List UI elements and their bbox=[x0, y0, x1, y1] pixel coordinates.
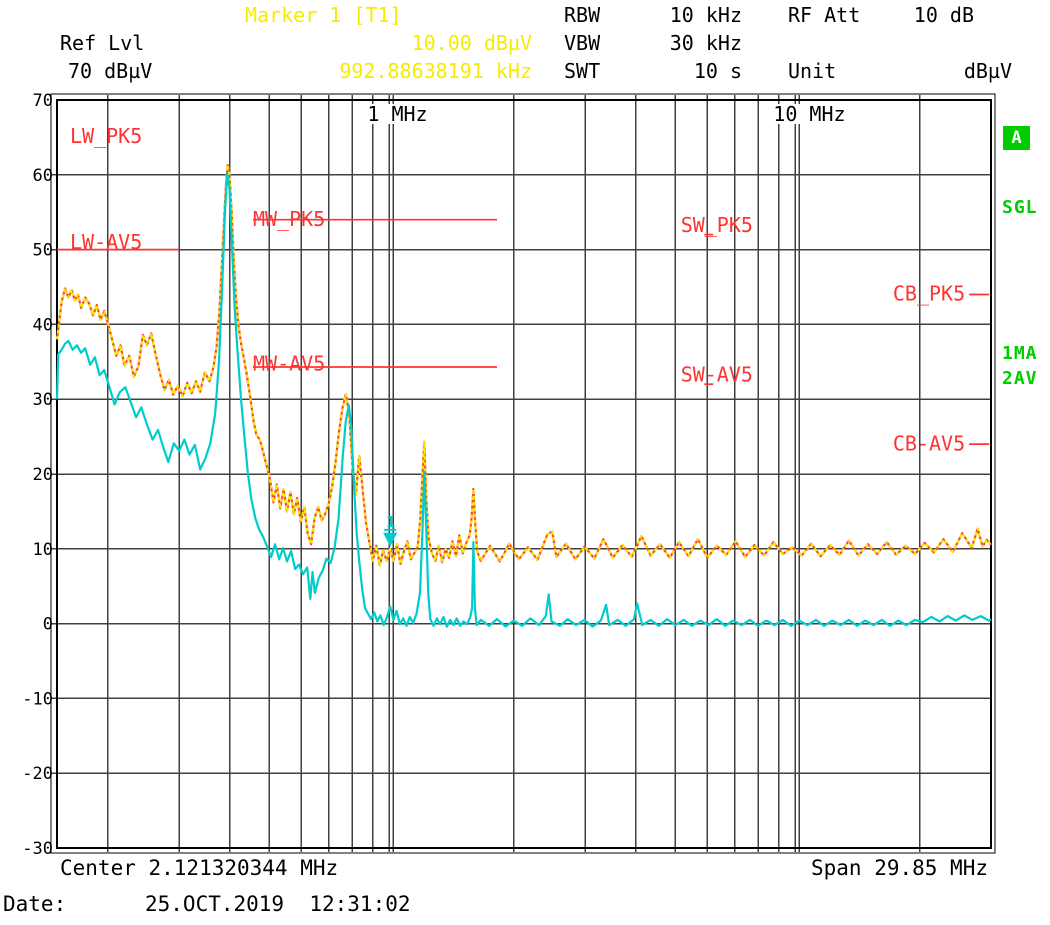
span-value: Span 29.85 MHz bbox=[810, 856, 988, 880]
y-axis-label: -20 bbox=[22, 764, 53, 784]
vbw-value: 30 kHz bbox=[669, 31, 742, 55]
screen-a-badge: A bbox=[1003, 126, 1030, 150]
limit-label-SW-AV5: SW-AV5 bbox=[681, 363, 753, 387]
grid bbox=[50, 93, 996, 854]
marker-frequency: 992.88638191 kHz bbox=[339, 59, 532, 83]
limit-label-LW-AV5: LW-AV5 bbox=[70, 230, 142, 254]
y-axis-label: -30 bbox=[22, 839, 53, 859]
date-label: Date: bbox=[3, 892, 67, 916]
screen-a-label: A bbox=[1011, 128, 1022, 148]
x-axis-label: 1 MHz bbox=[367, 102, 427, 126]
unit-value: dBµV bbox=[963, 59, 1012, 83]
limit-label-LW_PK5: LW_PK5 bbox=[70, 124, 142, 148]
single-sweep-indicator: SGL bbox=[1002, 197, 1038, 218]
limit-label-MW_PK5: MW_PK5 bbox=[253, 207, 325, 231]
svg-text:1: 1 bbox=[386, 513, 395, 531]
y-axis-label: 0 bbox=[43, 615, 53, 635]
y-axis-label: 30 bbox=[33, 390, 53, 410]
swt-label: SWT bbox=[564, 59, 601, 83]
y-axis-label: 70 bbox=[33, 91, 53, 111]
trace-1ma-max-peak bbox=[55, 164, 992, 567]
y-axis-labels: 70 60 50 40 30 20 10 0 -10 -20 -30 bbox=[22, 91, 53, 859]
ref-lvl-label: Ref Lvl bbox=[60, 31, 145, 55]
rbw-value: 10 kHz bbox=[669, 3, 742, 27]
marker-title: Marker 1 [T1] bbox=[245, 3, 402, 27]
y-axis-label: 50 bbox=[33, 241, 53, 261]
swt-value: 10 s bbox=[693, 59, 742, 83]
x-axis-label: 10 MHz bbox=[773, 102, 845, 126]
limit-label-CB-AV5: CB-AV5 bbox=[893, 431, 965, 455]
rbw-label: RBW bbox=[564, 3, 601, 27]
limit-label-CB_PK5: CB_PK5 bbox=[893, 282, 965, 306]
y-axis-label: 60 bbox=[33, 166, 53, 186]
limit-label-SW_PK5: SW_PK5 bbox=[681, 213, 753, 237]
vbw-label: VBW bbox=[564, 31, 601, 55]
rf-att-value: 10 dB bbox=[913, 3, 974, 27]
limit-label-MW-AV5: MW-AV5 bbox=[253, 351, 325, 375]
center-frequency: Center 2.121320344 MHz bbox=[60, 856, 339, 880]
trace1-mode-indicator: 1MA bbox=[1002, 343, 1038, 364]
x-axis-labels: 1 MHz 10 MHz bbox=[364, 102, 850, 126]
marker-level: 10.00 dBµV bbox=[411, 31, 532, 55]
date-value: 25.OCT.2019 12:31:02 bbox=[145, 892, 411, 916]
rf-att-label: RF Att bbox=[788, 3, 861, 27]
y-axis-label: -10 bbox=[22, 689, 53, 709]
y-axis-label: 40 bbox=[33, 315, 53, 335]
ref-lvl-value: 70 dBµV bbox=[68, 59, 153, 83]
trace2-mode-indicator: 2AV bbox=[1002, 368, 1038, 389]
y-axis-label: 10 bbox=[33, 540, 53, 560]
limit-lines: LW_PK5 LW-AV5 MW_PK5 MW-AV5 SW_PK5 SW-AV5 CB_P… bbox=[57, 124, 990, 455]
y-axis-label: 20 bbox=[33, 465, 53, 485]
unit-label: Unit bbox=[788, 59, 837, 83]
trace-2av-average bbox=[55, 172, 992, 628]
marker-1: 1 bbox=[383, 513, 398, 547]
